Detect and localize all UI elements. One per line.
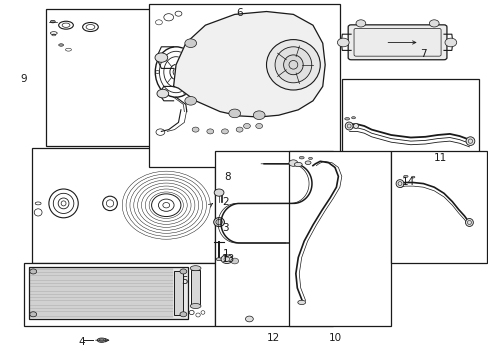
Ellipse shape <box>294 162 302 167</box>
Ellipse shape <box>274 47 311 83</box>
Circle shape <box>243 123 250 129</box>
Bar <box>173 271 183 315</box>
Circle shape <box>288 160 297 166</box>
Circle shape <box>255 123 262 129</box>
Ellipse shape <box>351 117 355 119</box>
FancyBboxPatch shape <box>347 25 446 60</box>
Ellipse shape <box>410 176 414 178</box>
Bar <box>29 267 188 319</box>
Ellipse shape <box>216 258 222 261</box>
Bar <box>215 151 332 326</box>
Ellipse shape <box>50 21 55 23</box>
Text: 9: 9 <box>20 74 27 84</box>
Ellipse shape <box>97 338 106 342</box>
Ellipse shape <box>190 266 201 271</box>
Polygon shape <box>173 12 325 117</box>
Ellipse shape <box>403 175 407 177</box>
Circle shape <box>355 20 365 27</box>
Circle shape <box>155 53 167 62</box>
Circle shape <box>337 38 348 47</box>
Text: 8: 8 <box>224 172 230 182</box>
Circle shape <box>245 316 253 322</box>
Ellipse shape <box>353 123 358 129</box>
Circle shape <box>184 96 196 105</box>
Ellipse shape <box>465 219 472 226</box>
Bar <box>149 4 339 167</box>
Ellipse shape <box>344 117 349 120</box>
Ellipse shape <box>299 156 304 159</box>
Ellipse shape <box>395 180 403 188</box>
Ellipse shape <box>283 55 303 75</box>
Ellipse shape <box>190 303 201 309</box>
Bar <box>288 151 390 326</box>
Bar <box>390 151 486 263</box>
Text: 4: 4 <box>79 337 85 347</box>
Circle shape <box>428 20 438 27</box>
Text: 3: 3 <box>222 222 229 233</box>
Ellipse shape <box>308 157 312 159</box>
Ellipse shape <box>465 137 474 145</box>
Text: 5: 5 <box>181 276 188 286</box>
Ellipse shape <box>266 40 320 90</box>
Text: 12: 12 <box>266 333 280 343</box>
Bar <box>24 263 215 326</box>
Circle shape <box>230 258 238 264</box>
Circle shape <box>184 39 196 48</box>
Circle shape <box>192 127 199 132</box>
Bar <box>190 270 200 304</box>
Ellipse shape <box>297 300 305 305</box>
Text: 1: 1 <box>222 249 229 259</box>
Circle shape <box>253 111 264 120</box>
Circle shape <box>221 255 232 264</box>
Circle shape <box>206 129 213 134</box>
Circle shape <box>236 127 243 132</box>
Text: 14: 14 <box>401 177 414 187</box>
Circle shape <box>228 109 240 118</box>
Text: 10: 10 <box>328 333 341 343</box>
Circle shape <box>180 269 186 274</box>
Text: 7: 7 <box>419 49 426 59</box>
Text: 11: 11 <box>432 153 446 163</box>
Bar <box>46 9 222 146</box>
Ellipse shape <box>213 217 224 227</box>
Ellipse shape <box>305 161 310 165</box>
Ellipse shape <box>345 122 352 130</box>
Bar <box>32 148 215 263</box>
Bar <box>342 79 478 167</box>
Circle shape <box>157 89 168 98</box>
Text: 13: 13 <box>222 254 235 264</box>
Ellipse shape <box>59 44 63 46</box>
Circle shape <box>30 269 37 274</box>
Text: 2: 2 <box>222 197 229 207</box>
Text: 6: 6 <box>236 8 243 18</box>
Circle shape <box>180 312 186 317</box>
Circle shape <box>221 129 228 134</box>
Circle shape <box>444 38 456 47</box>
Circle shape <box>214 189 224 196</box>
Circle shape <box>30 312 37 317</box>
